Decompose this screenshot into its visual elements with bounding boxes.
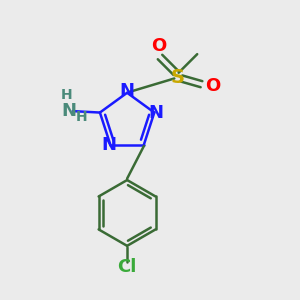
Text: S: S (170, 68, 184, 86)
Text: N: N (61, 102, 76, 120)
Text: N: N (148, 103, 163, 122)
Text: Cl: Cl (117, 258, 137, 276)
Text: H: H (76, 110, 87, 124)
Text: N: N (120, 82, 135, 100)
Text: O: O (205, 76, 220, 94)
Text: N: N (101, 136, 116, 154)
Text: O: O (151, 37, 166, 55)
Text: H: H (61, 88, 73, 102)
